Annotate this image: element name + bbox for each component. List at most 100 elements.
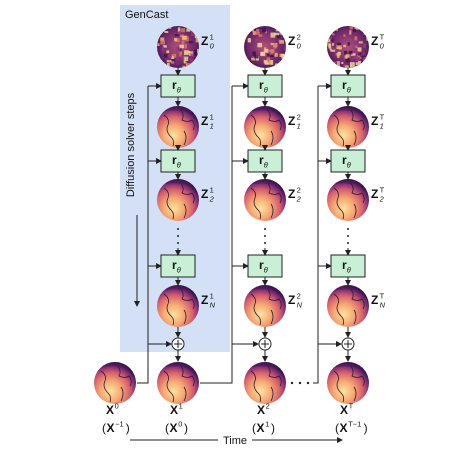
symbol: Z xyxy=(288,293,295,307)
globe-disc xyxy=(244,106,286,148)
noise-speck xyxy=(335,52,338,56)
symbol: Z xyxy=(371,293,378,307)
superscript: −1 xyxy=(115,420,123,429)
latent-label: Z TN xyxy=(371,292,386,310)
subscript: θ xyxy=(177,266,181,275)
noise-speck xyxy=(280,59,285,64)
noise-speck xyxy=(250,28,254,32)
globe xyxy=(94,362,136,404)
globe-disc xyxy=(244,362,286,404)
globe-disc xyxy=(244,179,286,221)
noise-speck xyxy=(362,43,366,49)
globe xyxy=(244,26,286,68)
coastline xyxy=(333,181,365,220)
globe xyxy=(244,362,286,404)
noise-speck xyxy=(262,34,265,39)
noise-speck xyxy=(157,43,160,47)
paren: ( xyxy=(102,421,106,435)
noise-speck xyxy=(360,62,365,67)
superscript: T xyxy=(349,402,354,411)
superscript: 2 xyxy=(297,186,301,195)
noise-speck xyxy=(283,45,286,51)
latent-label: Z T1 xyxy=(371,113,385,131)
globe xyxy=(327,285,369,327)
superscript: 0 xyxy=(115,402,119,411)
noise-speck xyxy=(345,54,350,58)
time-label: Time xyxy=(223,435,247,447)
noise-speck xyxy=(168,54,172,59)
symbol: r xyxy=(172,258,177,272)
latent-label: Z 22 xyxy=(288,186,302,204)
subscript: θ xyxy=(264,266,268,275)
noise-speck xyxy=(279,30,283,35)
input-label: (X 1) xyxy=(252,420,275,435)
noise-speck xyxy=(161,46,164,52)
subscript: 0 xyxy=(210,42,215,51)
noise-speck xyxy=(341,61,344,65)
noise-speck xyxy=(344,65,349,68)
noise-speck xyxy=(328,60,333,64)
noise-speck xyxy=(171,61,175,64)
superscript: T xyxy=(380,33,385,42)
noise-speck xyxy=(335,26,338,31)
paren: ) xyxy=(271,421,275,435)
coastline xyxy=(333,108,365,147)
globe xyxy=(244,285,286,327)
superscript: 1 xyxy=(210,292,214,301)
noise-speck xyxy=(264,47,267,51)
noise-speck xyxy=(327,56,331,60)
noise-speck xyxy=(270,49,274,52)
ellipsis-dot xyxy=(264,235,266,237)
coastline xyxy=(163,364,195,403)
ellipsis-dot xyxy=(264,228,266,230)
noise-speck xyxy=(254,55,259,59)
noise-speck xyxy=(184,50,189,55)
noise-speck xyxy=(355,62,359,66)
noise-speck xyxy=(354,36,358,41)
noise-speck xyxy=(268,60,273,65)
globe-disc xyxy=(94,362,136,404)
globe xyxy=(327,362,369,404)
noise-speck xyxy=(180,28,186,33)
subscript: θ xyxy=(177,161,181,170)
noise-speck xyxy=(255,38,258,42)
noise-speck xyxy=(285,27,286,31)
noise-speck xyxy=(160,37,165,42)
noise-speck xyxy=(334,66,340,68)
input-label: (X T−1) xyxy=(335,420,368,435)
noise-speck xyxy=(353,55,358,59)
noise-speck xyxy=(182,65,185,68)
symbol: X xyxy=(170,421,178,435)
superscript: T−1 xyxy=(348,420,361,429)
globe-disc xyxy=(327,179,369,221)
noise-speck xyxy=(274,53,278,57)
noise-speck xyxy=(247,38,251,43)
noise-speck xyxy=(257,42,263,48)
noise-speck xyxy=(364,60,369,65)
panel-title: GenCast xyxy=(125,9,168,21)
symbol: Z xyxy=(371,34,378,48)
coastline xyxy=(163,181,195,220)
noise-speck xyxy=(336,45,342,50)
globe-disc xyxy=(157,179,199,221)
noise-speck xyxy=(166,63,170,67)
latent-label: Z 1N xyxy=(201,292,216,310)
superscript: T xyxy=(380,292,385,301)
noise-speck xyxy=(181,35,187,41)
latent-label: Z 12 xyxy=(201,186,215,204)
noise-speck xyxy=(358,41,363,44)
noise-speck xyxy=(179,51,183,57)
noise-speck xyxy=(349,26,354,29)
coastline xyxy=(250,108,282,147)
noise-speck xyxy=(180,54,184,58)
globe xyxy=(244,179,286,221)
noise-speck xyxy=(251,57,256,61)
ellipsis-dot xyxy=(290,381,294,385)
symbol: Z xyxy=(201,34,208,48)
noise-speck xyxy=(329,47,332,51)
noise-speck xyxy=(183,60,187,64)
noise-speck xyxy=(350,62,355,67)
subscript: θ xyxy=(347,86,351,95)
noise-speck xyxy=(362,56,366,62)
